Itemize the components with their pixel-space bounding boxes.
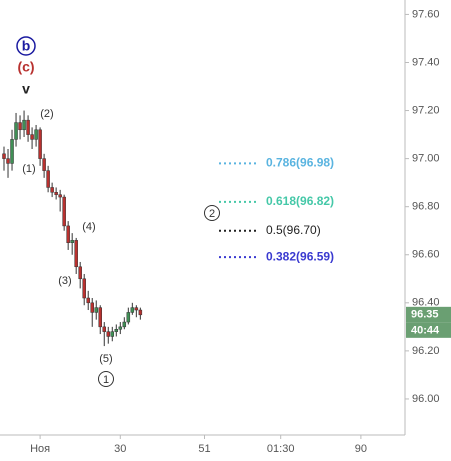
- wave-label: (1): [22, 163, 35, 175]
- wave-label: (3): [58, 275, 71, 287]
- candle-body: [10, 139, 14, 164]
- candle-body: [42, 158, 46, 171]
- fib-label: 0.382(96.59): [266, 249, 334, 263]
- candle-body: [2, 153, 6, 159]
- y-tick-label: 96.40: [412, 297, 440, 309]
- candle-body: [126, 312, 131, 323]
- candle-body: [54, 192, 58, 195]
- candle-body: [122, 321, 127, 328]
- wave-label: (2): [40, 108, 53, 120]
- annotation-circle: [204, 205, 220, 221]
- fib-label: 0.5(96.70): [266, 223, 321, 237]
- wave-label: b: [22, 38, 31, 54]
- annotation-circle: [98, 371, 114, 387]
- y-tick-label: 97.60: [412, 8, 440, 20]
- x-tick-label: 51: [198, 443, 210, 455]
- candle-body: [66, 225, 70, 243]
- candle-body: [18, 122, 22, 131]
- candle-body: [118, 326, 123, 330]
- candle-body: [62, 196, 66, 227]
- candle-body: [102, 326, 107, 332]
- y-tick-label: 96.80: [412, 201, 440, 213]
- candle-body: [98, 307, 102, 328]
- y-tick-label: 96.60: [412, 249, 440, 261]
- candle-body: [114, 329, 119, 332]
- candle-body: [74, 240, 78, 268]
- candle-body: [86, 297, 90, 304]
- x-tick-label: 01:30: [267, 443, 295, 455]
- candle-body: [70, 240, 74, 243]
- candle-body: [138, 309, 143, 316]
- candle-body: [134, 307, 139, 311]
- candle-body: [6, 158, 10, 164]
- fib-label: 0.618(96.82): [266, 194, 334, 208]
- price-tag-label: 96.35: [411, 309, 439, 321]
- wave-label: v: [22, 81, 30, 97]
- candle-body: [46, 170, 50, 188]
- candle-body: [82, 278, 86, 299]
- candle-body: [30, 134, 34, 140]
- candle-body: [110, 331, 115, 337]
- x-tick-label: Ноя: [30, 443, 50, 455]
- candle-body: [38, 129, 42, 159]
- candle-body: [14, 122, 18, 140]
- y-tick-label: 97.00: [412, 153, 440, 165]
- fib-label: 0.786(96.98): [266, 156, 334, 170]
- y-tick-label: 96.00: [412, 393, 440, 405]
- wave-label: (c): [17, 59, 34, 75]
- candle-body: [50, 187, 54, 193]
- y-tick-label: 97.40: [412, 56, 440, 68]
- price-tag: [406, 306, 451, 323]
- wave-label: 2: [209, 208, 215, 220]
- countdown-label: 40:44: [411, 325, 440, 337]
- candle-body: [94, 307, 98, 313]
- countdown-tag: [406, 322, 451, 338]
- y-tick-label: 96.20: [412, 345, 440, 357]
- candle-body: [58, 194, 62, 198]
- candle-body: [130, 307, 135, 313]
- annotation-circle: [16, 36, 36, 56]
- candle-body: [78, 266, 82, 280]
- candle-body: [34, 129, 38, 140]
- wave-label: (4): [82, 221, 95, 233]
- candle-body: [26, 119, 30, 135]
- wave-label: (5): [99, 353, 112, 365]
- x-tick-label: 90: [355, 443, 367, 455]
- y-tick-label: 97.20: [412, 104, 440, 116]
- candle-body: [22, 119, 26, 131]
- candle-body: [106, 331, 111, 337]
- x-tick-label: 30: [114, 443, 126, 455]
- candle-body: [90, 302, 94, 313]
- wave-label: 1: [103, 374, 109, 386]
